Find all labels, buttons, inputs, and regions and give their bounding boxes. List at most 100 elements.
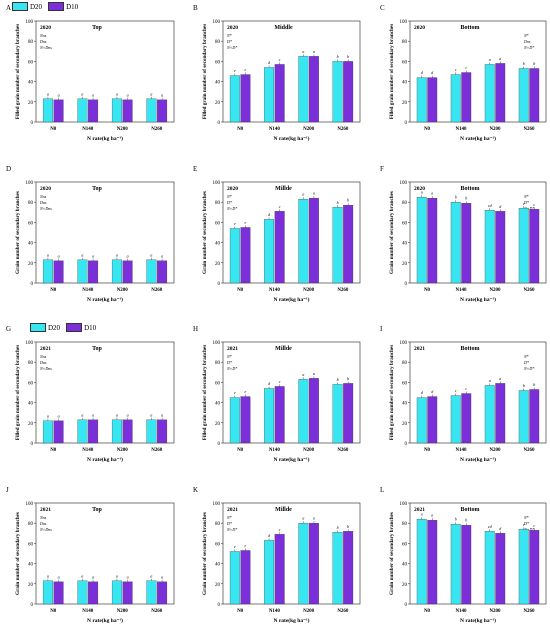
legend-item-d20-2021: D20 (30, 323, 60, 332)
x-tick-label-a-n140: N140 (82, 127, 94, 132)
bar-a-n200-d20 (111, 98, 122, 123)
position-title-g: Top (92, 346, 102, 352)
position-title-d: Top (92, 186, 102, 192)
x-tick-label-k-n200: N200 (303, 609, 315, 614)
panel-letter-h: H (193, 325, 198, 333)
y-tick-label-a-60: 60 (28, 60, 34, 65)
sig-letter-j-n140-d20: a (81, 573, 83, 578)
y-tick-label-e-40: 40 (215, 242, 221, 247)
x-tick-label-g-n200: N200 (117, 448, 129, 453)
bar-f-n0-d20 (416, 196, 427, 284)
sig-letter-e-n200-d10: a (313, 191, 315, 196)
x-tick-label-k-n0: N0 (237, 609, 244, 614)
bar-l-n200-d20 (484, 531, 495, 605)
stat-c-2: N×D* (523, 45, 534, 50)
year-label-j: 2021 (40, 507, 51, 513)
x-tick-label-d-n0: N0 (50, 288, 57, 293)
bar-a-n0-d10 (53, 99, 64, 123)
position-title-b: Middle (274, 25, 293, 31)
bar-h-n260-d20 (332, 384, 343, 444)
bar-e-n140-d20 (264, 219, 275, 284)
stat-g-0: Nns (39, 354, 47, 359)
sig-letter-h-n0-d10: e (245, 389, 247, 394)
panel-letter-g: G (6, 325, 11, 333)
stat-f-1: D* (523, 200, 529, 205)
x-tick-label-j-n260: N260 (151, 609, 163, 614)
year-label-l: 2021 (414, 507, 425, 513)
plot-frame-i (409, 341, 547, 444)
sig-letter-l-n200-d10: d (499, 526, 502, 531)
legend-middle: D20 D10 (30, 323, 96, 332)
sig-letter-b-n200-d10: a (313, 49, 315, 54)
y-tick-label-j-60: 60 (28, 542, 34, 547)
x-tick-label-i-n140: N140 (455, 448, 467, 453)
x-tick-label-f-n0: N0 (424, 288, 431, 293)
bar-j-n200-d20 (111, 580, 122, 605)
plot-frame-h (222, 341, 361, 444)
x-axis-label-k: N rate(kg ha⁻¹) (273, 617, 309, 624)
panel-g: G 0 20 40 60 80 100 Filled grain number of seco… (6, 325, 175, 463)
y-tick-label-b-20: 20 (215, 101, 221, 106)
sig-letter-h-n200-d10: a (313, 371, 315, 376)
sig-letter-k-n0-d10: e (245, 543, 247, 548)
y-tick-label-b-60: 60 (215, 60, 221, 65)
y-tick-label-b-40: 40 (215, 81, 221, 86)
y-tick-label-c-0: 0 (405, 121, 408, 126)
bar-g-n200-d20 (111, 419, 122, 444)
sig-letter-g-n260-d20: a (150, 412, 152, 417)
x-tick-label-d-n140: N140 (82, 288, 94, 293)
bar-l-n0-d20 (416, 519, 427, 605)
stat-h-2: N×D* (226, 366, 237, 371)
x-axis-label-b: N rate(kg ha⁻¹) (273, 135, 309, 142)
sig-letter-b-n260-d10: b (347, 54, 349, 59)
y-tick-label-f-100: 100 (400, 181, 408, 186)
sig-letter-c-n0-d20: d (421, 70, 424, 75)
x-tick-label-c-n0: N0 (424, 127, 431, 132)
y-tick-label-i-20: 20 (402, 422, 408, 427)
x-tick-label-f-n200: N200 (489, 288, 501, 293)
y-tick-label-a-80: 80 (28, 40, 34, 45)
y-axis-label-e: Grain number of secondary branches (202, 191, 208, 274)
bar-a-n0-d20 (42, 98, 53, 123)
sig-letter-k-n140-d20: d (268, 533, 271, 538)
panel-b: B 0 20 40 60 80 100 Filled grain number of seco… (193, 4, 361, 142)
stat-j-1: Dns (39, 521, 47, 526)
position-title-f: Bottom (461, 186, 480, 192)
x-tick-label-f-n140: N140 (455, 288, 467, 293)
bar-a-n200-d10 (122, 99, 133, 123)
bar-g-n0-d10 (53, 420, 64, 444)
y-tick-label-d-100: 100 (26, 181, 34, 186)
plot-frame-f (409, 181, 547, 284)
bar-h-n0-d20 (229, 397, 240, 444)
legend-item-d10: D10 (48, 2, 78, 11)
y-tick-label-f-60: 60 (402, 221, 408, 226)
y-tick-label-k-60: 60 (215, 542, 221, 547)
x-axis-label-j: N rate(kg ha⁻¹) (87, 617, 123, 624)
y-axis-label-l: Grain number of secondary branches (389, 512, 395, 595)
sig-letter-c-n0-d10: d (431, 70, 434, 75)
y-tick-label-j-40: 40 (28, 563, 34, 568)
x-tick-label-b-n260: N260 (337, 127, 349, 132)
y-tick-label-c-40: 40 (402, 81, 408, 86)
bar-k-n200-d10 (308, 523, 319, 605)
plot-frame-j (35, 502, 175, 605)
panel-a: A 0 20 40 60 80 100 Filled grain number of seco… (6, 4, 175, 142)
bar-d-n200-d10 (122, 260, 133, 284)
x-axis-label-h: N rate(kg ha⁻¹) (273, 456, 309, 463)
x-tick-label-b-n200: N200 (303, 127, 315, 132)
y-tick-label-j-100: 100 (26, 502, 34, 507)
x-tick-label-h-n260: N260 (337, 448, 349, 453)
bar-j-n0-d10 (53, 581, 64, 605)
stat-e-0: N* (226, 194, 232, 199)
sig-letter-f-n140-d20: b (455, 195, 457, 200)
sig-letter-a-n200-d20: a (116, 91, 118, 96)
bar-d-n0-d20 (42, 259, 53, 284)
legend-swatch-d10-2021 (66, 323, 83, 332)
legend-swatch-d20-2021 (30, 323, 46, 332)
y-tick-label-b-80: 80 (215, 40, 221, 45)
bar-e-n140-d10 (274, 211, 285, 284)
y-tick-label-k-0: 0 (218, 603, 221, 608)
y-tick-label-d-0: 0 (31, 282, 34, 287)
bar-g-n200-d10 (122, 419, 133, 444)
